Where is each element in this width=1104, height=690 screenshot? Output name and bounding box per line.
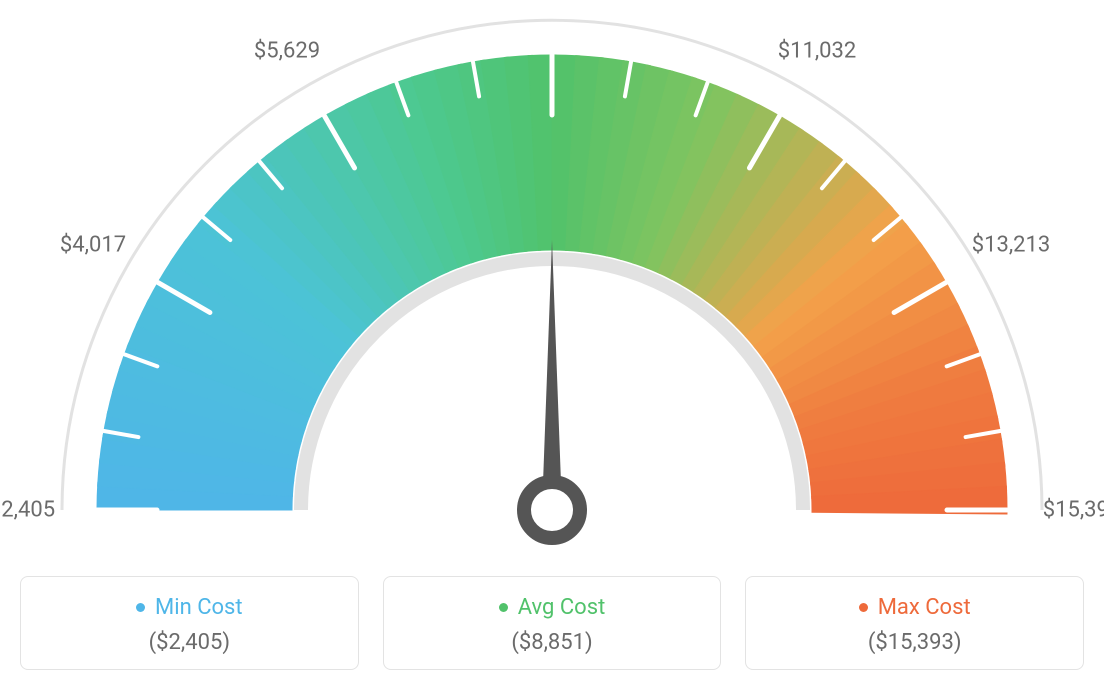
gauge-tick-label: $15,393 (1043, 498, 1104, 523)
dot-icon (499, 603, 508, 612)
legend-label-text: Avg Cost (518, 595, 606, 620)
gauge-hub (524, 482, 580, 538)
legend-card-avg: Avg Cost ($8,851) (383, 576, 722, 670)
gauge-tick-label: $13,213 (972, 233, 1051, 258)
dot-icon (136, 603, 145, 612)
legend-card-max: Max Cost ($15,393) (745, 576, 1084, 670)
legend-label-min: Min Cost (31, 595, 348, 620)
legend-label-avg: Avg Cost (394, 595, 711, 620)
dot-icon (859, 603, 868, 612)
legend-label-text: Max Cost (878, 595, 971, 620)
gauge-tick-label: $5,629 (254, 39, 320, 64)
gauge-svg (0, 0, 1104, 555)
legend-row: Min Cost ($2,405) Avg Cost ($8,851) Max … (0, 576, 1104, 670)
gauge-dial-area: $2,405$4,017$5,629$8,851$11,032$13,213$1… (0, 0, 1104, 555)
cost-gauge-chart: $2,405$4,017$5,629$8,851$11,032$13,213$1… (0, 0, 1104, 690)
legend-value-min: ($2,405) (31, 630, 348, 655)
gauge-tick-label: $4,017 (60, 233, 126, 258)
legend-label-max: Max Cost (756, 595, 1073, 620)
legend-value-avg: ($8,851) (394, 630, 711, 655)
legend-card-min: Min Cost ($2,405) (20, 576, 359, 670)
gauge-tick-label: $11,032 (778, 39, 857, 64)
legend-label-text: Min Cost (155, 595, 243, 620)
gauge-needle (542, 240, 562, 510)
legend-value-max: ($15,393) (756, 630, 1073, 655)
gauge-tick-label: $2,405 (0, 498, 55, 523)
